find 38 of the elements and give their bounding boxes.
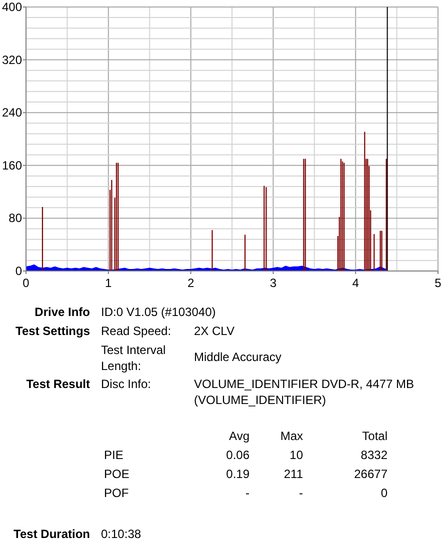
text: Middle Accuracy (194, 349, 282, 365)
text: Max (280, 429, 303, 443)
y-tick-label: 80 (8, 211, 22, 226)
y-tick-label: 0 (15, 264, 22, 278)
y-tick-label: 320 (2, 52, 22, 67)
text: Test Duration (12, 526, 90, 540)
text: 10 (290, 448, 303, 462)
text: VOLUME_IDENTIFIER DVD-R, 4477 MB (VOLUME_IDENTIFIER) (194, 376, 416, 408)
text: 0:10:38 (101, 526, 142, 540)
text: Test Settings (14, 323, 90, 339)
text: 0.06 (225, 447, 250, 463)
x-tick-label: 5 (434, 276, 442, 290)
x-tick-label: 1 (105, 276, 112, 290)
text: - (244, 485, 250, 501)
text: 8332 (360, 447, 388, 463)
text: Test Result (25, 376, 90, 392)
text: - (299, 486, 303, 500)
text: Test Interval Length: (101, 342, 167, 374)
y-tick-label: 400 (2, 0, 22, 14)
text: POF (104, 485, 129, 501)
text: 211 (284, 467, 303, 481)
y-tick-label: 240 (2, 106, 22, 120)
x-tick-label: 3 (270, 276, 277, 290)
x-tick-label: 4 (352, 276, 360, 290)
text: 2X CLV (194, 323, 234, 339)
text: Disc Info: (101, 376, 152, 392)
text: 26677 (353, 466, 388, 482)
text: 0.19 (225, 466, 250, 482)
text: PIE (104, 447, 124, 463)
text: 0 (380, 485, 388, 501)
text: Read Speed: (101, 323, 172, 339)
text: Drive Info (34, 304, 90, 320)
text: Total (361, 428, 388, 444)
text: Avg (228, 428, 250, 444)
text: POE (104, 466, 130, 482)
x-tick-label: 2 (187, 276, 194, 290)
y-tick-label: 160 (2, 158, 22, 172)
text: ID:0 V1.05 (#103040) (101, 304, 216, 320)
